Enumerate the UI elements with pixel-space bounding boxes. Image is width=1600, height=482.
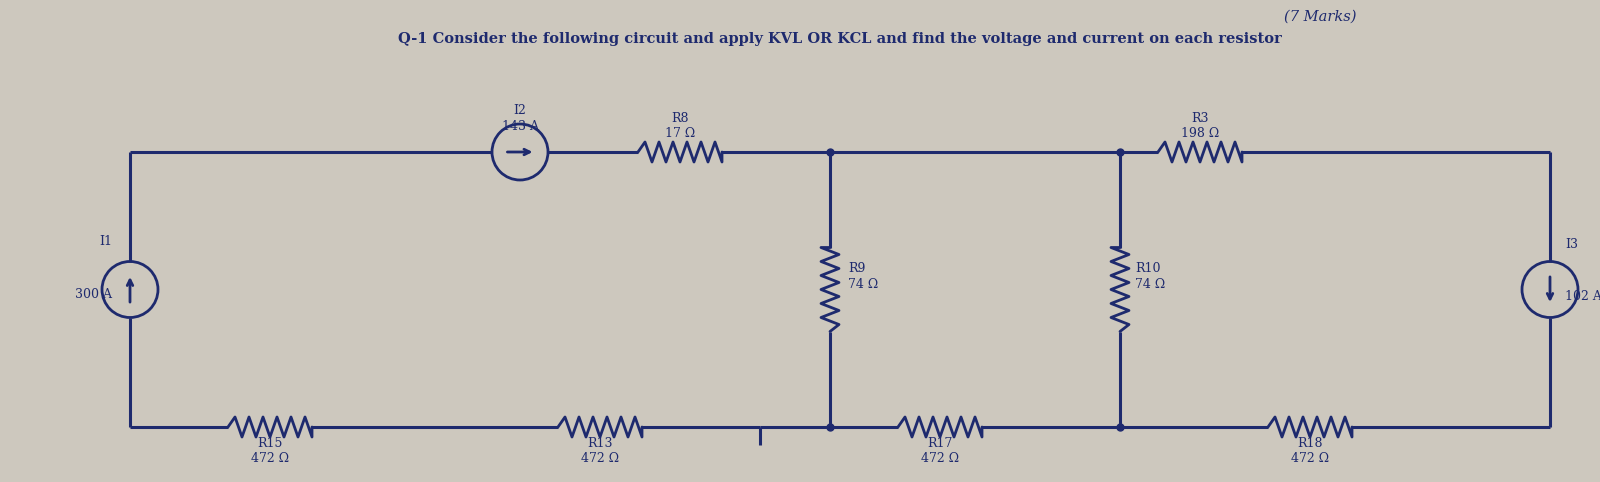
Text: R15: R15 (258, 437, 283, 450)
Text: R13: R13 (587, 437, 613, 450)
Text: R18: R18 (1298, 437, 1323, 450)
Text: I1: I1 (99, 235, 112, 247)
Text: 472 Ω: 472 Ω (922, 452, 958, 465)
Text: R17: R17 (928, 437, 952, 450)
Text: 472 Ω: 472 Ω (581, 452, 619, 465)
Text: I3: I3 (1565, 238, 1578, 251)
Text: 74 Ω: 74 Ω (1134, 278, 1165, 291)
Text: R10: R10 (1134, 262, 1160, 275)
Text: 143 A: 143 A (501, 120, 539, 133)
Text: 472 Ω: 472 Ω (1291, 452, 1330, 465)
Text: Q-1 Consider the following circuit and apply KVL OR KCL and find the voltage and: Q-1 Consider the following circuit and a… (398, 32, 1282, 46)
Text: 74 Ω: 74 Ω (848, 278, 878, 291)
Text: R3: R3 (1192, 112, 1208, 125)
Text: 300 A: 300 A (75, 287, 112, 300)
Text: R8: R8 (672, 112, 688, 125)
Text: (7 Marks): (7 Marks) (1283, 10, 1357, 24)
Text: 472 Ω: 472 Ω (251, 452, 290, 465)
Text: 102 A: 102 A (1565, 290, 1600, 303)
Text: 198 Ω: 198 Ω (1181, 127, 1219, 140)
Text: 17 Ω: 17 Ω (666, 127, 694, 140)
Text: R9: R9 (848, 262, 866, 275)
Text: I2: I2 (514, 104, 526, 117)
